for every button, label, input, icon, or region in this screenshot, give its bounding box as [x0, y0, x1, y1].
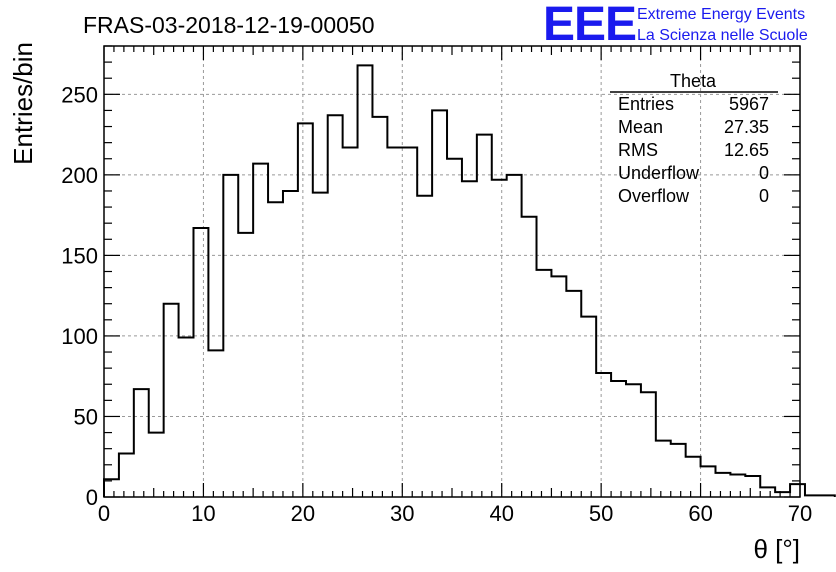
- stats-value: 5967: [729, 94, 769, 114]
- y-tick-label: 50: [74, 404, 98, 429]
- y-tick-label: 0: [86, 485, 98, 510]
- x-tick-label: 50: [589, 501, 613, 526]
- y-tick-label: 100: [61, 324, 98, 349]
- stats-value: 12.65: [724, 140, 769, 160]
- stats-label: Underflow: [618, 163, 700, 183]
- stats-value: 27.35: [724, 117, 769, 137]
- stats-label: Overflow: [618, 186, 690, 206]
- x-tick-label: 20: [291, 501, 315, 526]
- tick-labels: 0 10 20 30 40 50 60 70 0 50 100 150 200 250: [61, 82, 812, 526]
- x-tick-label: 70: [788, 501, 812, 526]
- x-axis-label: θ [°]: [753, 534, 800, 564]
- eee-logo: EEE Extreme Energy Events La Scienza nel…: [543, 0, 808, 51]
- axis-ticks: [103, 45, 801, 498]
- x-tick-label: 10: [191, 501, 215, 526]
- y-tick-label: 250: [61, 82, 98, 107]
- x-tick-label: 60: [688, 501, 712, 526]
- grid-lines: [104, 46, 800, 497]
- y-tick-label: 150: [61, 243, 98, 268]
- logo-line-1: Extreme Energy Events: [637, 6, 805, 23]
- stats-label: RMS: [618, 140, 658, 160]
- logo-mark: EEE: [543, 0, 636, 51]
- histogram-outline: [103, 64, 836, 497]
- logo-line-2: La Scienza nelle Scuole: [637, 27, 808, 44]
- stats-value: 0: [759, 186, 769, 206]
- stats-value: 0: [759, 163, 769, 183]
- stats-box: Theta Entries 5967 Mean 27.35 RMS 12.65 Underf…: [610, 71, 778, 206]
- x-tick-label: 40: [489, 501, 513, 526]
- y-axis-label: Entries/bin: [8, 42, 38, 165]
- stats-box-title: Theta: [670, 71, 717, 91]
- x-tick-label: 30: [390, 501, 414, 526]
- stats-label: Mean: [618, 117, 663, 137]
- chart-title: FRAS-03-2018-12-19-00050: [83, 12, 375, 38]
- y-tick-label: 200: [61, 163, 98, 188]
- stats-label: Entries: [618, 94, 674, 114]
- x-tick-label: 0: [98, 501, 110, 526]
